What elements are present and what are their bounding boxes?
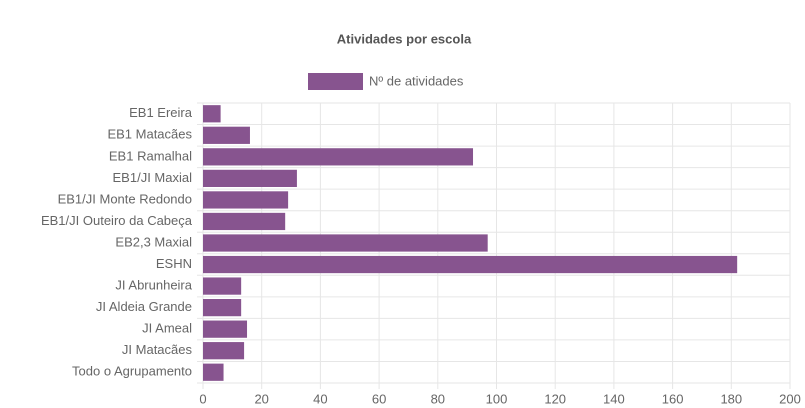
y-tick-label: Todo o Agrupamento <box>72 364 192 379</box>
bar <box>203 255 738 274</box>
bar <box>203 148 474 166</box>
bar <box>203 169 297 187</box>
x-tick-label: 80 <box>431 391 445 406</box>
y-tick-label: JI Aldeia Grande <box>96 299 192 314</box>
x-tick-label: 60 <box>372 391 386 406</box>
y-tick-label: JI Matacães <box>122 342 193 357</box>
y-tick-label: EB2,3 Maxial <box>115 234 192 249</box>
bar <box>203 126 250 144</box>
x-tick-label: 0 <box>199 391 206 406</box>
x-tick-label: 100 <box>486 391 508 406</box>
bar <box>203 299 242 317</box>
y-tick-label: JI Ameal <box>142 321 192 336</box>
y-tick-label: EB1 Ramalhal <box>109 148 192 163</box>
x-tick-label: 40 <box>313 391 327 406</box>
x-tick-label: 20 <box>254 391 268 406</box>
x-tick-label: 120 <box>544 391 566 406</box>
bar <box>203 342 245 360</box>
bar <box>203 277 242 295</box>
bar <box>203 363 224 381</box>
x-tick-label: 140 <box>603 391 625 406</box>
bar <box>203 320 248 338</box>
chart-title: Atividades por escola <box>337 31 472 46</box>
x-tick-label: 180 <box>720 391 742 406</box>
bar <box>203 191 289 209</box>
legend-label: Nº de atividades <box>369 73 464 88</box>
y-tick-label: EB1/JI Maxial <box>113 170 193 185</box>
y-tick-label: EB1/JI Outeiro da Cabeça <box>41 213 193 228</box>
y-tick-label: ESHN <box>156 256 192 271</box>
y-tick-label: EB1 Matacães <box>107 127 192 142</box>
bar <box>203 234 488 252</box>
x-tick-label: 160 <box>662 391 684 406</box>
bar <box>203 212 286 231</box>
x-tick-label: 200 <box>779 391 801 406</box>
y-tick-label: EB1/JI Monte Redondo <box>58 191 192 206</box>
y-tick-label: JI Abrunheira <box>115 278 192 293</box>
bar <box>203 105 221 123</box>
y-tick-label: EB1 Ereira <box>129 105 193 120</box>
legend-swatch <box>308 73 363 90</box>
